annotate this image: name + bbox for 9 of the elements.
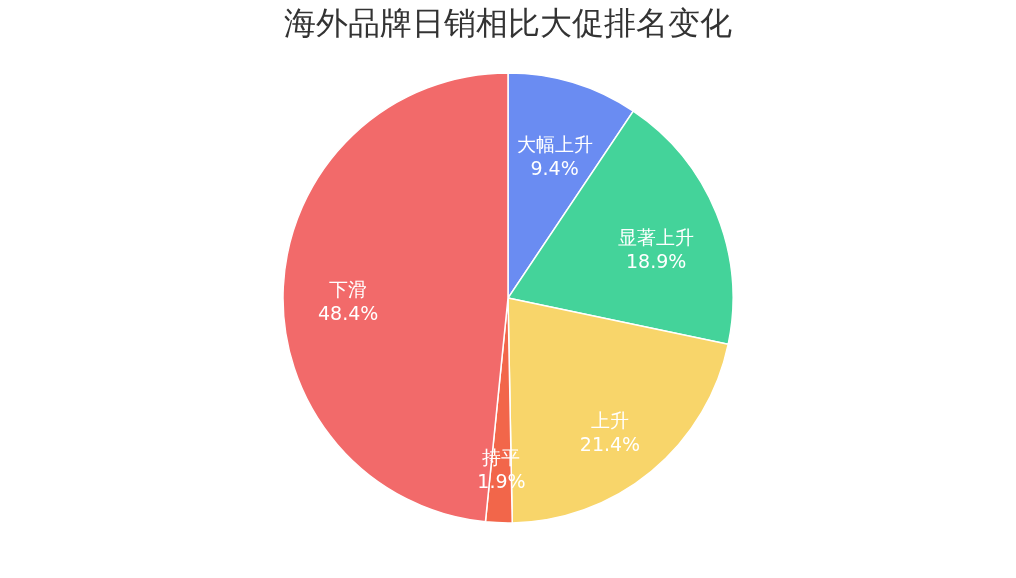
data-label: 9.4% bbox=[530, 156, 579, 179]
slice-label: 上升 bbox=[590, 409, 629, 432]
data-label: 21.4% bbox=[579, 433, 641, 456]
chart-title: 海外品牌日销相比大促排名变化 bbox=[284, 4, 732, 42]
slice-label: 显著上升 bbox=[618, 225, 695, 248]
data-label: 18.9% bbox=[626, 249, 687, 272]
slice-label: 大幅上升 bbox=[516, 132, 593, 155]
slice-label: 下滑 bbox=[329, 277, 368, 300]
data-label: 48.4% bbox=[318, 301, 379, 324]
